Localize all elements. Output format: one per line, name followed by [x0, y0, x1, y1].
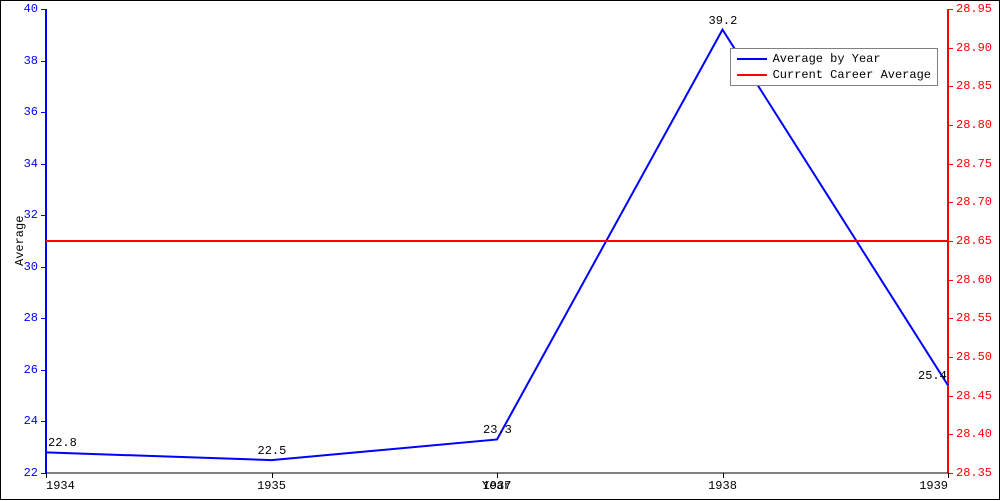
right-tick-label: 28.45	[956, 389, 992, 403]
legend-item: Average by Year	[737, 51, 931, 67]
data-point-label: 23.3	[483, 423, 512, 437]
x-axis-label: Year	[482, 479, 511, 493]
right-tick-label: 28.85	[956, 79, 992, 93]
legend-swatch	[737, 58, 767, 60]
legend-item: Current Career Average	[737, 67, 931, 83]
right-tick-label: 28.55	[956, 311, 992, 325]
right-tick-label: 28.65	[956, 234, 992, 248]
legend-swatch	[737, 74, 767, 76]
bottom-tick-label: 1935	[242, 479, 302, 493]
right-tick-label: 28.95	[956, 2, 992, 16]
bottom-tick-label: 1938	[693, 479, 753, 493]
right-tick-label: 28.90	[956, 41, 992, 55]
right-tick-label: 28.60	[956, 273, 992, 287]
right-tick-label: 28.70	[956, 195, 992, 209]
bottom-tick-label: 1939	[888, 479, 948, 493]
legend: Average by YearCurrent Career Average	[730, 48, 938, 86]
data-point-label: 25.4	[918, 369, 947, 383]
legend-label: Average by Year	[773, 51, 881, 67]
chart-frame: 22242628303234363840 28.3528.4028.4528.5…	[0, 0, 1000, 500]
y-axis-label: Average	[13, 216, 27, 266]
left-tick-label: 36	[1, 105, 38, 119]
series-line-0	[46, 30, 948, 460]
left-tick-label: 28	[1, 311, 38, 325]
right-tick-label: 28.40	[956, 427, 992, 441]
left-tick-label: 38	[1, 54, 38, 68]
left-tick-label: 22	[1, 466, 38, 480]
right-tick-label: 28.75	[956, 157, 992, 171]
legend-label: Current Career Average	[773, 67, 931, 83]
bottom-tick-label: 1934	[46, 479, 106, 493]
data-point-label: 22.8	[48, 436, 77, 450]
right-tick-label: 28.50	[956, 350, 992, 364]
left-tick-label: 26	[1, 363, 38, 377]
left-tick-label: 40	[1, 2, 38, 16]
data-point-label: 22.5	[258, 444, 287, 458]
left-tick-label: 34	[1, 157, 38, 171]
data-point-label: 39.2	[709, 14, 738, 28]
left-tick-label: 24	[1, 414, 38, 428]
right-tick-label: 28.80	[956, 118, 992, 132]
right-tick-label: 28.35	[956, 466, 992, 480]
